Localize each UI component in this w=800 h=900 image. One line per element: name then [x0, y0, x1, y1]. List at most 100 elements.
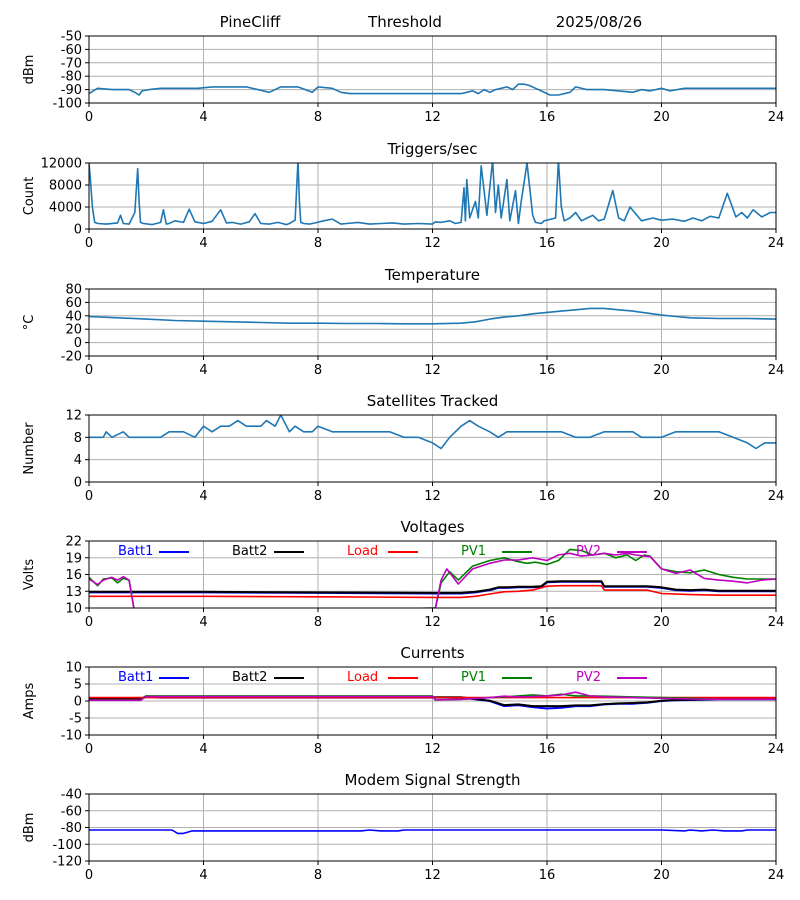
y-tick-label: 16	[65, 568, 82, 583]
y-tick-label: 0	[74, 695, 82, 710]
x-tick-label: 8	[314, 615, 322, 630]
x-tick-label: 8	[314, 489, 322, 504]
y-tick-label: 8	[74, 431, 82, 446]
legend-label-pv1: PV1	[461, 670, 486, 685]
y-tick-label: -10	[61, 729, 82, 744]
chart-panel-1: 0 4 8 12 16 20 24 0 4000 8000 12000 Triggers/sec Cou…	[22, 140, 784, 251]
y-tick-label: -50	[61, 30, 82, 45]
x-tick-label: 0	[85, 742, 93, 757]
series-line-batt2	[89, 580, 776, 594]
x-tick-label: 8	[314, 742, 322, 757]
x-tick-label: 20	[653, 363, 670, 378]
y-tick-label: -100	[52, 97, 82, 112]
y-axis-label: °C	[22, 315, 37, 331]
series-line-pv2	[89, 691, 776, 702]
y-axis-label: Volts	[22, 559, 37, 591]
x-tick-label: 16	[539, 489, 556, 504]
x-tick-label: 12	[424, 742, 441, 757]
y-tick-label: 4000	[49, 201, 82, 216]
y-tick-label: 12	[65, 409, 82, 424]
y-tick-label: -90	[61, 83, 82, 98]
y-tick-label: -80	[61, 821, 82, 836]
x-tick-label: 12	[424, 868, 441, 883]
y-tick-label: 20	[65, 323, 82, 338]
series-line-data	[89, 307, 776, 325]
x-tick-label: 4	[199, 236, 207, 251]
chart-title: Satellites Tracked	[367, 392, 498, 410]
header-date: 2025/08/26	[556, 13, 642, 31]
x-tick-label: 24	[768, 742, 785, 757]
y-tick-label: 0	[74, 223, 82, 238]
x-tick-label: 4	[199, 110, 207, 125]
x-tick-label: 12	[424, 236, 441, 251]
y-tick-label: 10	[65, 661, 82, 676]
x-tick-label: 8	[314, 236, 322, 251]
x-tick-label: 20	[653, 868, 670, 883]
legend-label-batt2: Batt2	[232, 544, 267, 559]
y-tick-label: 19	[65, 551, 82, 566]
y-tick-label: 60	[65, 296, 82, 311]
x-tick-label: 12	[424, 615, 441, 630]
header-station: PineCliff	[220, 13, 281, 31]
x-tick-label: 24	[768, 236, 785, 251]
x-tick-label: 0	[85, 110, 93, 125]
y-tick-label: -20	[61, 350, 82, 365]
chart-title: Currents	[400, 644, 464, 662]
x-tick-label: 0	[85, 489, 93, 504]
y-axis-label: dBm	[22, 55, 37, 85]
x-tick-label: 24	[768, 868, 785, 883]
x-tick-label: 0	[85, 615, 93, 630]
y-tick-label: -70	[61, 56, 82, 71]
x-tick-label: 4	[199, 363, 207, 378]
series-line-data	[89, 163, 776, 226]
x-tick-label: 24	[768, 615, 785, 630]
y-tick-label: -100	[52, 838, 82, 853]
x-tick-label: 0	[85, 868, 93, 883]
x-tick-label: 12	[424, 489, 441, 504]
series-line-pv2	[89, 552, 776, 608]
x-tick-label: 16	[539, 615, 556, 630]
x-tick-label: 8	[314, 363, 322, 378]
y-axis-label: Count	[22, 177, 37, 216]
x-tick-label: 20	[653, 615, 670, 630]
y-tick-label: -5	[69, 712, 82, 727]
x-tick-label: 20	[653, 742, 670, 757]
chart-panel-0: 0 4 8 12 16 20 24 -100-90-80-70-60-50 dBm	[22, 30, 784, 126]
x-tick-label: 4	[199, 615, 207, 630]
legend-label-batt1: Batt1	[118, 544, 153, 559]
x-tick-label: 24	[768, 363, 785, 378]
x-tick-label: 20	[653, 489, 670, 504]
x-tick-label: 12	[424, 110, 441, 125]
x-tick-label: 4	[199, 742, 207, 757]
legend-label-pv2: PV2	[576, 670, 601, 685]
chart-title: Modem Signal Strength	[345, 771, 521, 789]
chart-panel-6: 0 4 8 12 16 20 24 -120 -100 -80 -60-40 Modem Signal…	[22, 771, 784, 883]
legend-label-pv2: PV2	[576, 544, 601, 559]
y-tick-label: -80	[61, 70, 82, 85]
y-tick-label: 40	[65, 309, 82, 324]
series-line-data	[89, 83, 776, 96]
legend-label-load: Load	[347, 544, 378, 559]
x-tick-label: 8	[314, 110, 322, 125]
x-tick-label: 0	[85, 236, 93, 251]
x-tick-label: 8	[314, 868, 322, 883]
chart-title: Triggers/sec	[387, 140, 478, 158]
y-tick-label: -120	[52, 855, 82, 870]
legend-label-batt2: Batt2	[232, 670, 267, 685]
y-tick-label: 12000	[41, 157, 82, 172]
x-tick-label: 16	[539, 110, 556, 125]
y-tick-label: 5	[74, 678, 82, 693]
y-tick-label: 80	[65, 283, 82, 298]
y-tick-label: 10	[65, 602, 82, 617]
y-axis-label: dBm	[22, 813, 37, 843]
x-tick-label: 20	[653, 110, 670, 125]
legend-label-batt1: Batt1	[118, 670, 153, 685]
y-tick-label: -60	[61, 804, 82, 819]
series-line-data	[89, 829, 776, 835]
y-tick-label: 13	[65, 585, 82, 600]
x-tick-label: 24	[768, 110, 785, 125]
